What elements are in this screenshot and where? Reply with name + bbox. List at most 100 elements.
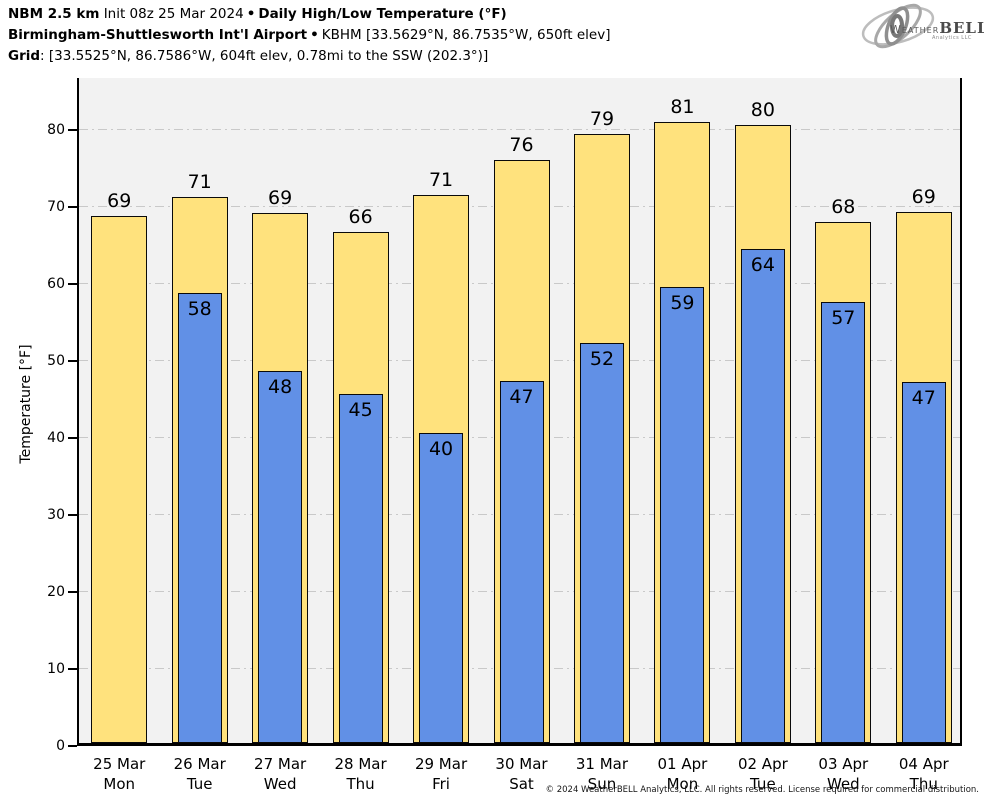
logo-bell-text: BELL — [939, 19, 984, 37]
hurricane-swirl-icon — [861, 3, 935, 49]
product-title: Daily High/Low Temperature (°F) — [258, 6, 507, 22]
y-tick-mark — [68, 590, 77, 593]
y-tick-label: 0 — [56, 738, 65, 754]
y-tick-mark — [68, 436, 77, 439]
x-tick-date: 27 Mar — [254, 755, 307, 773]
station-meta: KBHM [33.5629°N, 86.7535°W, 650ft elev] — [321, 27, 611, 43]
x-tick-date: 01 Apr — [657, 755, 708, 773]
x-tick-label: 29 Mar Fri — [393, 755, 489, 794]
x-tick-label: 30 Mar Sat — [474, 755, 570, 794]
x-tick-label: 28 Mar Thu — [313, 755, 409, 794]
x-tick-label: 27 Mar Wed — [232, 755, 328, 794]
low-bar — [579, 342, 624, 743]
high-value-label: 69 — [911, 186, 936, 209]
x-tick-date: 03 Apr — [818, 755, 869, 773]
y-tick-label: 20 — [47, 583, 65, 600]
bullet-separator: • — [310, 27, 319, 43]
low-value-label: 64 — [750, 253, 775, 276]
gridline-80 — [79, 128, 960, 131]
low-value-label: 52 — [589, 347, 615, 370]
grid-info: : [33.5525°N, 86.7586°W, 604ft elev, 0.7… — [40, 48, 489, 64]
x-tick-label: 04 Apr Thu — [876, 755, 972, 794]
plot-area: 0 10 20 30 40 50 60 70 80 69 25 Mar Mon 71 58 26 Mar Tu… — [47, 78, 962, 793]
x-tick-day: Mon — [666, 774, 699, 793]
low-value-label: 58 — [187, 298, 212, 321]
y-tick-label: 40 — [47, 429, 65, 446]
station-name: Birmingham-Shuttlesworth Int'l Airport — [8, 27, 308, 43]
y-tick-mark — [68, 667, 77, 670]
low-bar — [338, 394, 383, 743]
x-tick-date: 31 Mar — [575, 755, 629, 773]
x-tick-date: 28 Mar — [334, 755, 387, 773]
low-bar — [258, 371, 303, 743]
logo-wordmark: WeatherBELL — [890, 18, 984, 37]
chart-header: NBM 2.5 km Init 08z 25 Mar 2024 • Daily Hi… — [8, 4, 610, 67]
copyright-notice: © 2024 WeatherBELL Analytics, LLC. All r… — [545, 785, 979, 795]
high-value-label: 69 — [107, 190, 132, 213]
weatherbell-logo: WeatherBELL Analytics LLC — [858, 2, 984, 50]
x-tick-day: Thu — [909, 774, 938, 793]
high-value-label: 71 — [187, 171, 212, 194]
x-tick-day: Fri — [432, 774, 450, 793]
x-tick-date: 29 Mar — [414, 755, 468, 773]
high-value-label: 79 — [589, 107, 615, 130]
x-tick-label: 25 Mar Mon — [71, 755, 167, 794]
y-tick-label: 10 — [47, 660, 65, 677]
x-tick-date: 25 Mar — [93, 755, 146, 773]
low-bar — [660, 287, 705, 743]
model-name: NBM 2.5 km — [8, 6, 100, 22]
x-tick-day: Thu — [346, 774, 375, 793]
high-value-label: 76 — [509, 134, 534, 157]
y-tick-mark — [68, 359, 77, 362]
x-tick-day: Tue — [186, 774, 213, 793]
low-value-label: 57 — [831, 306, 856, 329]
x-tick-date: 26 Mar — [173, 755, 226, 773]
y-tick-label: 70 — [47, 198, 65, 215]
init-time: Init 08z 25 Mar 2024 — [103, 6, 244, 22]
bullet-separator: • — [246, 6, 256, 22]
high-bar — [91, 216, 148, 743]
high-value-label: 68 — [831, 195, 856, 218]
low-value-label: 59 — [670, 292, 695, 315]
logo-weather-text: Weather — [890, 23, 940, 36]
low-value-label: 47 — [911, 386, 936, 409]
low-bar — [499, 381, 544, 743]
low-value-label: 48 — [268, 376, 293, 399]
y-tick-mark — [68, 745, 77, 747]
header-line-1: NBM 2.5 km Init 08z 25 Mar 2024 • Daily Hi… — [8, 4, 610, 25]
low-value-label: 40 — [428, 437, 454, 460]
low-value-label: 45 — [348, 399, 373, 422]
x-tick-day: Wed — [263, 774, 297, 793]
high-value-label: 81 — [670, 95, 695, 118]
x-tick-label: 01 Apr Mon — [634, 755, 730, 794]
y-tick-mark — [68, 205, 77, 208]
x-tick-date: 04 Apr — [898, 755, 949, 773]
x-tick-date: 30 Mar — [495, 755, 548, 773]
y-tick-mark — [68, 128, 77, 131]
x-tick-day: Sat — [509, 774, 534, 793]
y-tick-mark — [68, 513, 77, 516]
y-tick-mark — [68, 282, 77, 285]
grid-label: Grid — [8, 48, 41, 64]
high-value-label: 80 — [750, 99, 775, 122]
high-value-label: 69 — [268, 187, 293, 210]
x-tick-label: 02 Apr Tue — [715, 755, 811, 794]
x-tick-day: Tue — [750, 774, 776, 793]
low-bar — [419, 432, 464, 743]
y-tick-label: 30 — [47, 506, 65, 523]
high-value-label: 66 — [348, 205, 373, 228]
low-bar — [901, 381, 946, 743]
x-tick-day: Sun — [587, 774, 617, 793]
low-value-label: 47 — [509, 386, 534, 409]
header-line-3: Grid: [33.5525°N, 86.7586°W, 604ft elev,… — [8, 46, 610, 67]
low-bar — [740, 248, 785, 743]
y-tick-label: 80 — [47, 121, 65, 138]
y-tick-label: 60 — [47, 275, 65, 292]
header-line-2: Birmingham-Shuttlesworth Int'l Airport • K… — [8, 25, 610, 46]
y-tick-label: 50 — [47, 352, 65, 369]
x-tick-day: Wed — [826, 774, 860, 793]
x-tick-date: 02 Apr — [737, 755, 788, 773]
logo-subtitle: Analytics LLC — [932, 35, 972, 41]
x-tick-day: Mon — [103, 774, 136, 793]
